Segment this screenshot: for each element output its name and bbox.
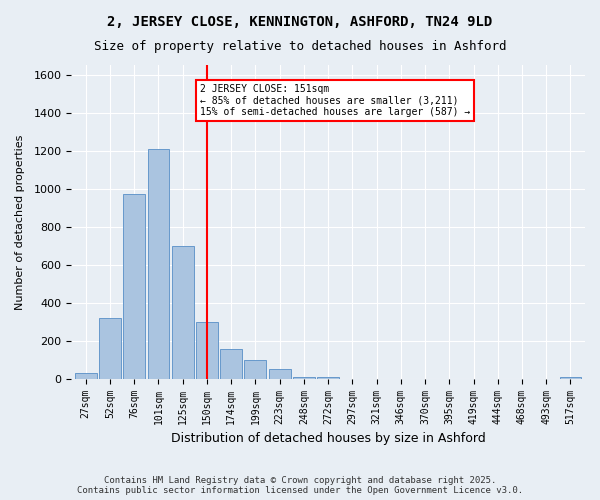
Bar (244, 360, 266, 378)
Bar (317, 377, 339, 378)
Y-axis label: Number of detached properties: Number of detached properties (15, 134, 25, 310)
Bar (269, 369, 290, 378)
Bar (172, 246, 194, 378)
Text: 2 JERSEY CLOSE: 151sqm
← 85% of detached houses are smaller (3,211)
15% of semi-: 2 JERSEY CLOSE: 151sqm ← 85% of detached… (200, 84, 470, 117)
Bar (75, 373, 97, 378)
Text: Contains HM Land Registry data © Crown copyright and database right 2025.
Contai: Contains HM Land Registry data © Crown c… (77, 476, 523, 495)
Bar (99, 318, 121, 378)
Bar (293, 377, 315, 378)
Bar (560, 377, 581, 378)
Bar (123, 194, 145, 378)
Text: 2, JERSEY CLOSE, KENNINGTON, ASHFORD, TN24 9LD: 2, JERSEY CLOSE, KENNINGTON, ASHFORD, TN… (107, 15, 493, 29)
Bar (148, 148, 169, 378)
X-axis label: Distribution of detached houses by size in Ashford: Distribution of detached houses by size … (171, 432, 485, 445)
Bar (196, 322, 218, 378)
Text: Size of property relative to detached houses in Ashford: Size of property relative to detached ho… (94, 40, 506, 53)
Bar (220, 349, 242, 378)
